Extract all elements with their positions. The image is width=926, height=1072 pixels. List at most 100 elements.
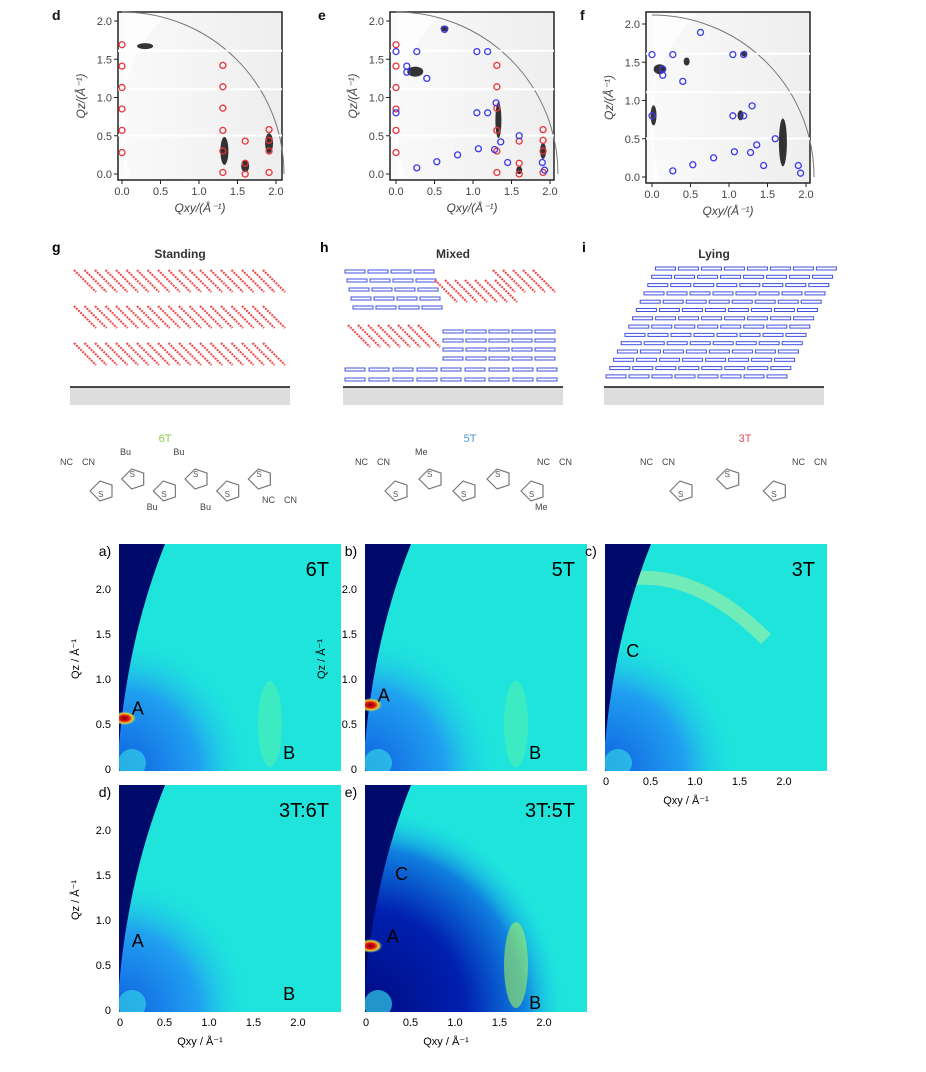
heatmap-image [119, 785, 341, 1012]
standing-molecule [94, 342, 118, 366]
standing-molecule [125, 305, 150, 329]
sulfur-atom: S [393, 490, 398, 499]
panel-label: i [582, 239, 586, 255]
lying-molecule [488, 377, 510, 382]
substituent-label: Bu [120, 447, 131, 457]
x-tick-label: 1.0 [687, 776, 702, 788]
lying-molecule [464, 367, 486, 372]
substituent-label: Me [535, 502, 548, 512]
beam-halo [119, 544, 341, 771]
peak-marker-lying [771, 135, 779, 143]
lying-molecule [746, 266, 768, 271]
x-tick-label: 2.0 [798, 189, 813, 201]
peak-marker-standing [392, 148, 400, 157]
x-axis-label: Qxy / Å⁻¹ [663, 794, 709, 807]
x-tick-label: 1.5 [732, 776, 747, 788]
lying-molecule [677, 266, 699, 271]
x-axis-label: Qxy / Å⁻¹ [177, 1035, 223, 1048]
x-tick-label: 1.5 [492, 1017, 507, 1029]
substituent-label: NC [355, 457, 368, 467]
peak-marker-lying [413, 47, 421, 56]
x-tick-label: 2.0 [268, 186, 283, 198]
x-tick-label: 1.5 [504, 186, 519, 198]
y-axis-label: Qz / Å⁻¹ [315, 639, 328, 679]
sample-title: 3T:5T [525, 800, 575, 822]
lying-molecule [701, 316, 723, 321]
lying-molecule [728, 357, 750, 362]
scattering-ring [651, 14, 815, 178]
lying-molecule [739, 332, 761, 337]
lying-molecule [693, 332, 715, 337]
y-axis-label: Qz/(Å⁻¹) [73, 74, 88, 119]
y-tick-label: 2.0 [369, 16, 384, 28]
standing-molecule [115, 269, 139, 293]
sulfur-atom: S [161, 490, 166, 499]
sample-title: 3T [792, 559, 815, 581]
lying-molecule [708, 299, 730, 304]
lying-molecule [701, 366, 723, 371]
substituent-label: CN [559, 457, 572, 467]
molecule-name: 3T [739, 433, 752, 445]
peak-marker-standing [392, 126, 400, 135]
y-tick-label: 2.0 [96, 584, 111, 596]
peak-marker-standing [118, 105, 126, 113]
diffraction-peak [407, 66, 424, 77]
lying-molecule [348, 287, 370, 292]
peak-marker-standing [118, 41, 126, 49]
lying-molecule [416, 377, 438, 382]
peak-marker-lying [739, 50, 748, 59]
lying-molecule [769, 266, 791, 271]
panel-label: f [580, 7, 585, 23]
lying-molecule [344, 269, 366, 274]
standing-molecule [387, 324, 411, 348]
detector-shadow [365, 544, 411, 744]
beam-halo [365, 544, 587, 771]
y-tick-label: 1.0 [342, 674, 357, 686]
lying-molecule [442, 329, 464, 334]
heatmap-image [119, 544, 341, 771]
peak-marker-standing [265, 125, 273, 134]
standing-molecule [178, 342, 202, 366]
standing-molecule [241, 305, 265, 329]
peak-marker-standing [539, 125, 547, 134]
standing-molecule [94, 305, 118, 329]
lying-molecule [704, 308, 726, 312]
sulfur-atom: S [771, 490, 776, 499]
peak-annotation: B [529, 743, 541, 763]
gixd-panel-5T: 5T A Bb) 0 0.5 1.0 1.5 2.0 Qz / Å⁻¹ [315, 543, 587, 776]
schematic-title: Mixed [436, 247, 470, 261]
standing-molecule [522, 269, 546, 293]
peak-marker-standing [265, 136, 273, 144]
heatmap-image [605, 544, 827, 771]
standing-molecule [230, 269, 255, 293]
standing-molecule [220, 342, 244, 366]
thiophene-ring [452, 480, 476, 502]
standing-molecule [146, 342, 171, 366]
lying-molecule [789, 274, 811, 279]
lying-molecule [785, 332, 807, 337]
beam-center [119, 749, 146, 771]
lying-molecule [708, 349, 730, 354]
lying-molecule [812, 274, 834, 279]
lying-molecule [762, 332, 784, 337]
peak-marker-standing [219, 83, 227, 91]
peak-marker-lying [648, 50, 656, 59]
y-tick-label: 1.5 [97, 54, 112, 66]
peak-marker-standing [493, 83, 501, 91]
lying-molecule [632, 366, 654, 371]
lying-molecule [727, 308, 749, 312]
lying-molecule [743, 274, 765, 279]
sulfur-atom: S [256, 470, 261, 479]
lying-molecule [800, 299, 822, 304]
substituent-label: NC [60, 457, 73, 467]
peak-marker-lying [689, 161, 697, 169]
lying-molecule [488, 338, 510, 343]
x-tick-label: 0.5 [157, 1017, 172, 1029]
lying-molecule [512, 367, 534, 372]
peak-marker-standing [539, 136, 547, 144]
giwaxs-panel-d: 0.0 0.5 1.0 1.5 2.0 0.0 0.5 1.0 1.5 2.0 Qxy/(Å⁻¹) Q… [52, 7, 285, 215]
lying-molecule [440, 367, 462, 372]
standing-molecule [188, 269, 213, 293]
standing-molecule [199, 342, 223, 366]
standing-molecule [146, 305, 171, 329]
